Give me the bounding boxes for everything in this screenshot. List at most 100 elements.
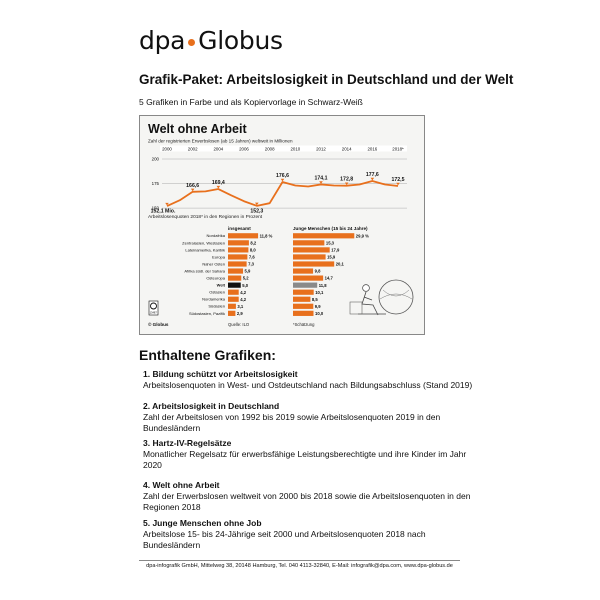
youth-rate-bar bbox=[293, 282, 318, 288]
sitting-figure-illustration bbox=[349, 279, 414, 316]
total-rate-label: 4,2 bbox=[240, 297, 246, 302]
data-point-marker bbox=[190, 188, 195, 192]
data-label: 176,6 bbox=[276, 173, 289, 179]
contents-item-desc: Monatlicher Regelsatz für erwerbsfähige … bbox=[143, 449, 467, 470]
contents-item: 5. Junge Menschen ohne Job Arbeitslose 15… bbox=[143, 518, 473, 551]
contents-item-desc: Zahl der Erwerbslosen weltweit von 2000 … bbox=[143, 491, 471, 512]
footer-contact: dpa-infografik GmbH, Mittelweg 38, 20148… bbox=[146, 563, 453, 569]
contents-item-title: 5. Junge Menschen ohne Job bbox=[143, 518, 262, 528]
total-rate-label: 2,9 bbox=[237, 311, 243, 316]
total-rate-label: 8,2 bbox=[250, 240, 256, 245]
region-label: Südasien bbox=[208, 304, 225, 309]
year-tick-label: 2002 bbox=[188, 146, 198, 151]
total-rate-bar bbox=[228, 310, 236, 316]
contents-item: 1. Bildung schützt vor Arbeitslosigkeit A… bbox=[143, 369, 473, 391]
total-rate-label: 5,9 bbox=[245, 269, 251, 274]
youth-rate-bar bbox=[293, 289, 314, 295]
region-label: Naher Osten bbox=[202, 261, 225, 266]
region-label: Zentralasien, Westasien bbox=[182, 240, 225, 245]
logo-dpa-text: dpa bbox=[139, 26, 186, 55]
data-point-marker bbox=[165, 202, 169, 206]
data-label: 166,6 bbox=[186, 183, 199, 189]
col-header-total: insgesamt bbox=[228, 226, 251, 231]
youth-rate-label: 17,9 bbox=[331, 248, 340, 253]
contents-item-title: 1. Bildung schützt vor Arbeitslosigkeit bbox=[143, 369, 298, 379]
logo-globus-text: Globus bbox=[198, 26, 283, 55]
total-rate-bar bbox=[228, 282, 241, 288]
total-rate-label: 7,3 bbox=[248, 262, 254, 267]
total-rate-label: 3,1 bbox=[237, 304, 243, 309]
data-label: 169,4 bbox=[212, 180, 225, 186]
chart-thumbnail: Welt ohne Arbeit Zahl der registrierten … bbox=[139, 115, 425, 335]
total-rate-label: 5,0 bbox=[242, 283, 248, 288]
data-label: 174,1 bbox=[315, 175, 328, 181]
data-label: 177,6 bbox=[366, 172, 379, 178]
year-tick-label: 2016 bbox=[367, 146, 377, 151]
year-tick-label: 2012 bbox=[316, 146, 326, 151]
region-label: Südostasien, Pazifik bbox=[189, 311, 225, 316]
y-tick-label: 150 bbox=[152, 206, 160, 211]
region-label: Welt bbox=[217, 283, 226, 288]
youth-rate-label: 14,7 bbox=[325, 276, 334, 281]
line-chart bbox=[166, 180, 399, 207]
data-point-marker bbox=[255, 202, 259, 206]
total-rate-label: 11,8 % bbox=[260, 233, 273, 238]
youth-rate-bar bbox=[293, 240, 325, 246]
data-label: 172,5 bbox=[392, 177, 405, 183]
year-tick-label: 2014 bbox=[342, 146, 352, 151]
y-tick-label: 200 bbox=[152, 157, 160, 162]
contents-item-title: 2. Arbeitslosigkeit in Deutschland bbox=[143, 401, 280, 411]
data-point-marker bbox=[216, 185, 221, 189]
year-tick-label: 2010 bbox=[290, 146, 300, 151]
package-subtitle: 5 Grafiken in Farbe und als Kopiervorlag… bbox=[139, 97, 363, 107]
youth-rate-label: 9,9 bbox=[315, 304, 321, 309]
package-title: Grafik-Paket: Arbeitslosigkeit in Deutsc… bbox=[139, 72, 514, 87]
logo-dot-icon bbox=[188, 38, 196, 46]
total-rate-bar bbox=[228, 233, 259, 239]
contents-item-desc: Zahl der Arbeitslosen von 1992 bis 2019 … bbox=[143, 412, 441, 433]
line-chart-y-ticks: 200 175 150 bbox=[152, 157, 160, 211]
contents-item: 4. Welt ohne Arbeit Zahl der Erwerbslosen… bbox=[143, 480, 473, 513]
data-label: 152,1 Mio. bbox=[151, 209, 176, 215]
youth-rate-bar bbox=[293, 261, 335, 267]
year-tick-label: 2008 bbox=[265, 146, 275, 151]
y-tick-label: 175 bbox=[152, 181, 160, 186]
col-header-youth: Junge Menschen (15 bis 24 Jahre) bbox=[293, 226, 368, 231]
youth-rate-bar bbox=[293, 296, 311, 302]
thumbnail-title: Welt ohne Arbeit bbox=[148, 122, 247, 136]
youth-rate-bar bbox=[293, 247, 330, 253]
youth-rate-label: 9,8 bbox=[315, 269, 321, 274]
contents-item-title: 3. Hartz-IV-Regelsätze bbox=[143, 438, 232, 448]
badge-number: 13487 bbox=[150, 311, 158, 315]
contents-item: 2. Arbeitslosigkeit in Deutschland Zahl d… bbox=[143, 401, 473, 434]
total-rate-bar bbox=[228, 289, 239, 295]
thumbnail-graphic: Welt ohne Arbeit Zahl der registrierten … bbox=[148, 122, 414, 327]
data-point-marker bbox=[319, 181, 323, 184]
thumbnail-subtitle: Zahl der registrierten Erwerbslosen (ab … bbox=[148, 139, 293, 144]
data-point-marker bbox=[344, 182, 349, 186]
contents-item-desc: Arbeitslosenquoten in West- und Ostdeuts… bbox=[143, 380, 473, 390]
youth-rate-bar bbox=[293, 275, 324, 281]
year-tick-label: 2004 bbox=[213, 146, 223, 151]
data-label: 152,3 bbox=[250, 208, 263, 214]
total-rate-bar bbox=[228, 303, 236, 309]
youth-rate-label: 20,1 bbox=[336, 262, 345, 267]
contents-heading: Enthaltene Grafiken: bbox=[139, 347, 276, 363]
total-rate-label: 5,2 bbox=[243, 276, 249, 281]
total-rate-bar bbox=[228, 254, 248, 260]
footer-divider bbox=[139, 560, 460, 561]
year-tick-label: 2000 bbox=[162, 146, 172, 151]
thumbnail-source: Quelle: ILO bbox=[228, 322, 250, 327]
contents-item-desc: Arbeitslose 15- bis 24-Jährige seit 2000… bbox=[143, 529, 426, 550]
dpa-globus-logo: dpa Globus bbox=[139, 26, 283, 55]
year-tick-label: 2006 bbox=[239, 146, 249, 151]
youth-rate-bar bbox=[293, 233, 355, 239]
youth-rate-label: 15,3 bbox=[326, 240, 335, 245]
youth-rate-label: 15,9 bbox=[327, 255, 336, 260]
youth-rate-label: 11,8 bbox=[319, 283, 328, 288]
total-rate-bar bbox=[228, 240, 249, 246]
youth-rate-label: 10,1 bbox=[315, 290, 324, 295]
region-label: Ostasien bbox=[209, 290, 225, 295]
thumbnail-copyright: © Globus bbox=[148, 321, 169, 327]
contents-item: 3. Hartz-IV-Regelsätze Monatlicher Regels… bbox=[143, 438, 473, 471]
